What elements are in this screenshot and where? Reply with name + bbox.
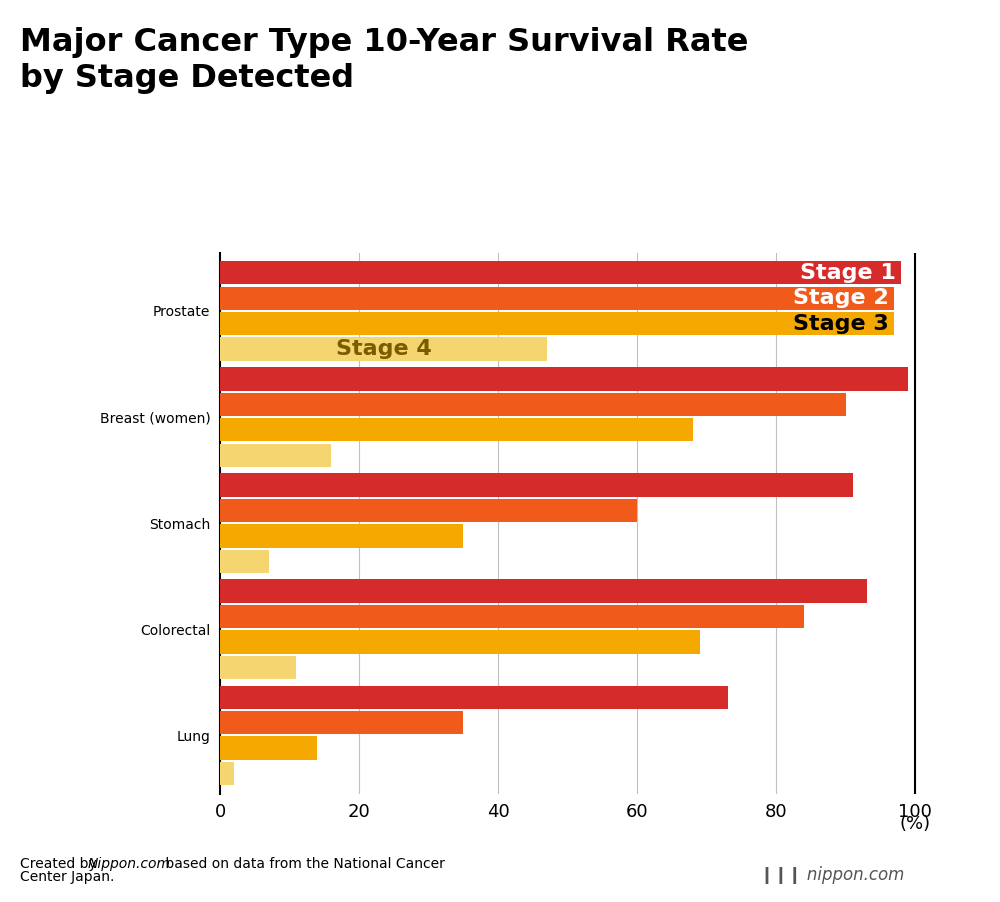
- Bar: [220, 261, 901, 284]
- Bar: [220, 287, 894, 310]
- Bar: [220, 392, 846, 416]
- Bar: [220, 444, 331, 467]
- Text: Stage 4: Stage 4: [336, 339, 431, 359]
- Text: Created by: Created by: [20, 857, 101, 871]
- Text: Nippon.com: Nippon.com: [88, 857, 171, 871]
- Text: Major Cancer Type 10-Year Survival Rate
by Stage Detected: Major Cancer Type 10-Year Survival Rate …: [20, 27, 748, 94]
- Bar: [220, 686, 728, 709]
- Text: Stage 1: Stage 1: [800, 262, 896, 282]
- Bar: [220, 419, 693, 441]
- Bar: [220, 762, 234, 786]
- Text: (%): (%): [900, 815, 931, 833]
- Text: based on data from the National Cancer: based on data from the National Cancer: [161, 857, 445, 871]
- Bar: [220, 605, 804, 628]
- Bar: [220, 524, 463, 548]
- Bar: [220, 630, 700, 654]
- Text: Stage 3: Stage 3: [793, 314, 889, 334]
- Bar: [220, 656, 296, 679]
- Bar: [220, 312, 894, 336]
- Bar: [220, 474, 853, 497]
- Bar: [220, 711, 463, 734]
- Bar: [220, 579, 867, 603]
- Text: Center Japan.: Center Japan.: [20, 870, 114, 885]
- Bar: [220, 736, 317, 759]
- Bar: [220, 367, 908, 391]
- Text: ❙❙❙ nippon.com: ❙❙❙ nippon.com: [760, 866, 904, 884]
- Bar: [220, 549, 269, 573]
- Text: Stage 2: Stage 2: [793, 289, 889, 308]
- Bar: [220, 499, 637, 522]
- Bar: [220, 337, 547, 361]
